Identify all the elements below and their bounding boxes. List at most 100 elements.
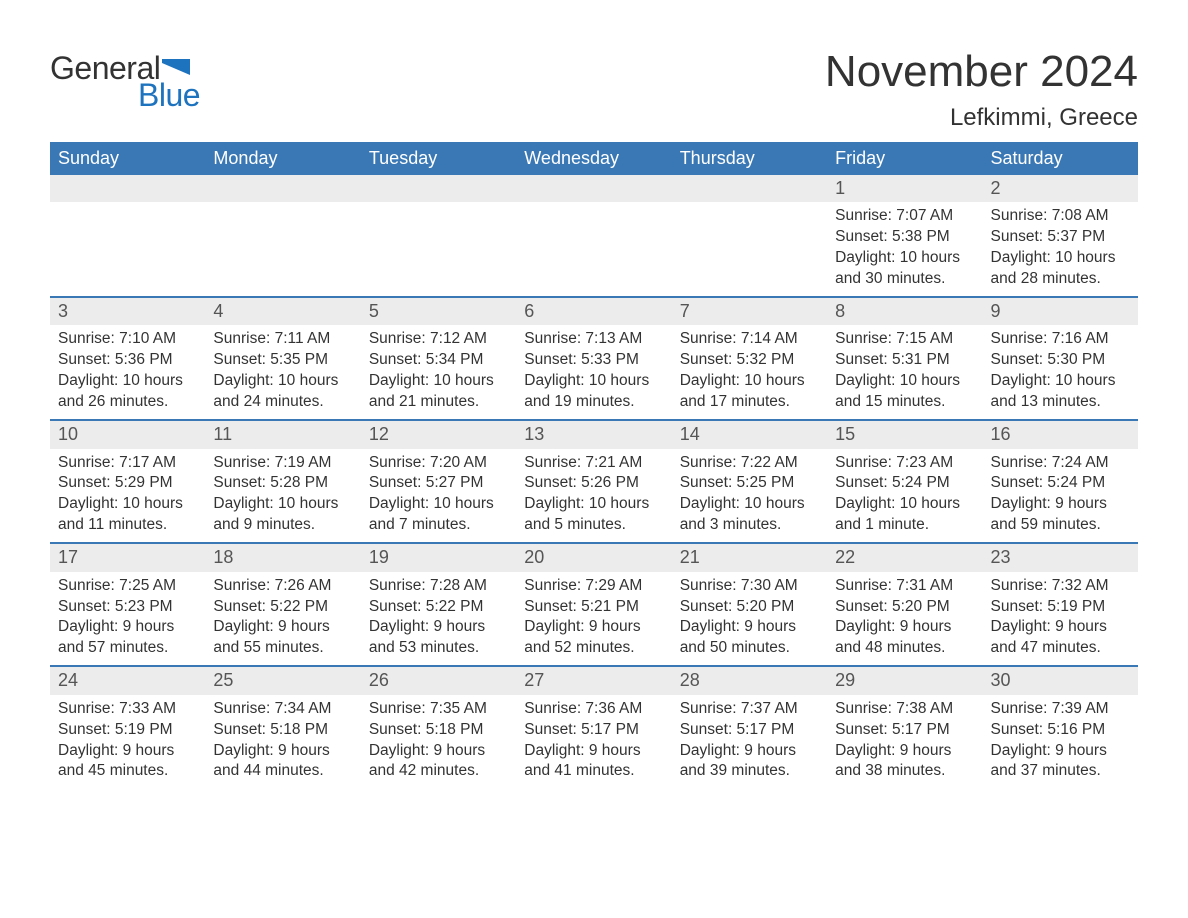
sunrise-text: Sunrise: 7:24 AM bbox=[991, 453, 1130, 474]
day-number: 29 bbox=[827, 667, 982, 694]
day-cell: 16Sunrise: 7:24 AMSunset: 5:24 PMDayligh… bbox=[983, 421, 1138, 542]
calendar-page: General Blue November 2024 Lefkimmi, Gre… bbox=[0, 0, 1188, 828]
day-body: Sunrise: 7:12 AMSunset: 5:34 PMDaylight:… bbox=[361, 325, 516, 419]
sunset-text: Sunset: 5:26 PM bbox=[524, 473, 663, 494]
sunset-text: Sunset: 5:17 PM bbox=[524, 720, 663, 741]
day-number: 12 bbox=[361, 421, 516, 448]
daylight-text: Daylight: 9 hours and 53 minutes. bbox=[369, 617, 508, 659]
sunrise-text: Sunrise: 7:37 AM bbox=[680, 699, 819, 720]
sunrise-text: Sunrise: 7:07 AM bbox=[835, 206, 974, 227]
sunset-text: Sunset: 5:32 PM bbox=[680, 350, 819, 371]
daylight-text: Daylight: 10 hours and 19 minutes. bbox=[524, 371, 663, 413]
title-block: November 2024 Lefkimmi, Greece bbox=[825, 50, 1138, 132]
day-number: 3 bbox=[50, 298, 205, 325]
day-body: Sunrise: 7:29 AMSunset: 5:21 PMDaylight:… bbox=[516, 572, 671, 666]
day-cell: 2Sunrise: 7:08 AMSunset: 5:37 PMDaylight… bbox=[983, 175, 1138, 296]
sunset-text: Sunset: 5:18 PM bbox=[213, 720, 352, 741]
daylight-text: Daylight: 9 hours and 50 minutes. bbox=[680, 617, 819, 659]
day-body bbox=[361, 202, 516, 292]
day-cell: 20Sunrise: 7:29 AMSunset: 5:21 PMDayligh… bbox=[516, 544, 671, 665]
sunrise-text: Sunrise: 7:33 AM bbox=[58, 699, 197, 720]
day-number: 14 bbox=[672, 421, 827, 448]
day-number: 22 bbox=[827, 544, 982, 571]
sunrise-text: Sunrise: 7:21 AM bbox=[524, 453, 663, 474]
day-body: Sunrise: 7:31 AMSunset: 5:20 PMDaylight:… bbox=[827, 572, 982, 666]
sunrise-text: Sunrise: 7:14 AM bbox=[680, 329, 819, 350]
day-number: 1 bbox=[827, 175, 982, 202]
sunset-text: Sunset: 5:35 PM bbox=[213, 350, 352, 371]
day-number bbox=[516, 175, 671, 202]
sunrise-text: Sunrise: 7:23 AM bbox=[835, 453, 974, 474]
day-cell: 1Sunrise: 7:07 AMSunset: 5:38 PMDaylight… bbox=[827, 175, 982, 296]
day-body: Sunrise: 7:33 AMSunset: 5:19 PMDaylight:… bbox=[50, 695, 205, 789]
dow-friday: Friday bbox=[827, 142, 982, 175]
dow-sunday: Sunday bbox=[50, 142, 205, 175]
sunset-text: Sunset: 5:36 PM bbox=[58, 350, 197, 371]
sunrise-text: Sunrise: 7:16 AM bbox=[991, 329, 1130, 350]
day-number: 28 bbox=[672, 667, 827, 694]
logo: General Blue bbox=[50, 50, 200, 114]
day-number: 15 bbox=[827, 421, 982, 448]
day-number: 6 bbox=[516, 298, 671, 325]
day-body: Sunrise: 7:13 AMSunset: 5:33 PMDaylight:… bbox=[516, 325, 671, 419]
sunset-text: Sunset: 5:17 PM bbox=[835, 720, 974, 741]
daylight-text: Daylight: 10 hours and 30 minutes. bbox=[835, 248, 974, 290]
dow-tuesday: Tuesday bbox=[361, 142, 516, 175]
day-number: 24 bbox=[50, 667, 205, 694]
sunrise-text: Sunrise: 7:29 AM bbox=[524, 576, 663, 597]
day-cell-empty bbox=[50, 175, 205, 296]
sunrise-text: Sunrise: 7:31 AM bbox=[835, 576, 974, 597]
day-body: Sunrise: 7:37 AMSunset: 5:17 PMDaylight:… bbox=[672, 695, 827, 789]
day-body bbox=[50, 202, 205, 292]
sunset-text: Sunset: 5:37 PM bbox=[991, 227, 1130, 248]
daylight-text: Daylight: 9 hours and 42 minutes. bbox=[369, 741, 508, 783]
day-cell: 24Sunrise: 7:33 AMSunset: 5:19 PMDayligh… bbox=[50, 667, 205, 788]
day-cell: 19Sunrise: 7:28 AMSunset: 5:22 PMDayligh… bbox=[361, 544, 516, 665]
daylight-text: Daylight: 10 hours and 24 minutes. bbox=[213, 371, 352, 413]
daylight-text: Daylight: 9 hours and 39 minutes. bbox=[680, 741, 819, 783]
daylight-text: Daylight: 10 hours and 1 minute. bbox=[835, 494, 974, 536]
day-cell: 15Sunrise: 7:23 AMSunset: 5:24 PMDayligh… bbox=[827, 421, 982, 542]
week-row: 10Sunrise: 7:17 AMSunset: 5:29 PMDayligh… bbox=[50, 419, 1138, 542]
day-number: 8 bbox=[827, 298, 982, 325]
day-number: 9 bbox=[983, 298, 1138, 325]
day-body: Sunrise: 7:15 AMSunset: 5:31 PMDaylight:… bbox=[827, 325, 982, 419]
day-cell: 9Sunrise: 7:16 AMSunset: 5:30 PMDaylight… bbox=[983, 298, 1138, 419]
daylight-text: Daylight: 9 hours and 55 minutes. bbox=[213, 617, 352, 659]
sunset-text: Sunset: 5:27 PM bbox=[369, 473, 508, 494]
location-label: Lefkimmi, Greece bbox=[825, 104, 1138, 132]
day-cell-empty bbox=[516, 175, 671, 296]
day-body bbox=[672, 202, 827, 292]
sunrise-text: Sunrise: 7:36 AM bbox=[524, 699, 663, 720]
day-body: Sunrise: 7:36 AMSunset: 5:17 PMDaylight:… bbox=[516, 695, 671, 789]
day-cell: 29Sunrise: 7:38 AMSunset: 5:17 PMDayligh… bbox=[827, 667, 982, 788]
day-body: Sunrise: 7:22 AMSunset: 5:25 PMDaylight:… bbox=[672, 449, 827, 543]
sunset-text: Sunset: 5:21 PM bbox=[524, 597, 663, 618]
month-title: November 2024 bbox=[825, 50, 1138, 94]
day-body: Sunrise: 7:32 AMSunset: 5:19 PMDaylight:… bbox=[983, 572, 1138, 666]
day-cell: 27Sunrise: 7:36 AMSunset: 5:17 PMDayligh… bbox=[516, 667, 671, 788]
day-cell-empty bbox=[361, 175, 516, 296]
day-cell: 4Sunrise: 7:11 AMSunset: 5:35 PMDaylight… bbox=[205, 298, 360, 419]
sunrise-text: Sunrise: 7:12 AM bbox=[369, 329, 508, 350]
sunset-text: Sunset: 5:25 PM bbox=[680, 473, 819, 494]
day-cell: 3Sunrise: 7:10 AMSunset: 5:36 PMDaylight… bbox=[50, 298, 205, 419]
day-cell: 13Sunrise: 7:21 AMSunset: 5:26 PMDayligh… bbox=[516, 421, 671, 542]
day-body: Sunrise: 7:24 AMSunset: 5:24 PMDaylight:… bbox=[983, 449, 1138, 543]
day-cell: 6Sunrise: 7:13 AMSunset: 5:33 PMDaylight… bbox=[516, 298, 671, 419]
day-cell: 12Sunrise: 7:20 AMSunset: 5:27 PMDayligh… bbox=[361, 421, 516, 542]
daylight-text: Daylight: 9 hours and 41 minutes. bbox=[524, 741, 663, 783]
daylight-text: Daylight: 10 hours and 17 minutes. bbox=[680, 371, 819, 413]
day-number: 7 bbox=[672, 298, 827, 325]
sunrise-text: Sunrise: 7:38 AM bbox=[835, 699, 974, 720]
day-cell: 30Sunrise: 7:39 AMSunset: 5:16 PMDayligh… bbox=[983, 667, 1138, 788]
week-row: 1Sunrise: 7:07 AMSunset: 5:38 PMDaylight… bbox=[50, 175, 1138, 296]
sunset-text: Sunset: 5:22 PM bbox=[213, 597, 352, 618]
day-body: Sunrise: 7:26 AMSunset: 5:22 PMDaylight:… bbox=[205, 572, 360, 666]
day-number bbox=[672, 175, 827, 202]
day-cell: 7 Sunrise: 7:14 AMSunset: 5:32 PMDaylight… bbox=[672, 298, 827, 419]
dow-thursday: Thursday bbox=[672, 142, 827, 175]
day-body: Sunrise: 7:08 AMSunset: 5:37 PMDaylight:… bbox=[983, 202, 1138, 296]
sunrise-text: Sunrise: 7:20 AM bbox=[369, 453, 508, 474]
daylight-text: Daylight: 9 hours and 44 minutes. bbox=[213, 741, 352, 783]
